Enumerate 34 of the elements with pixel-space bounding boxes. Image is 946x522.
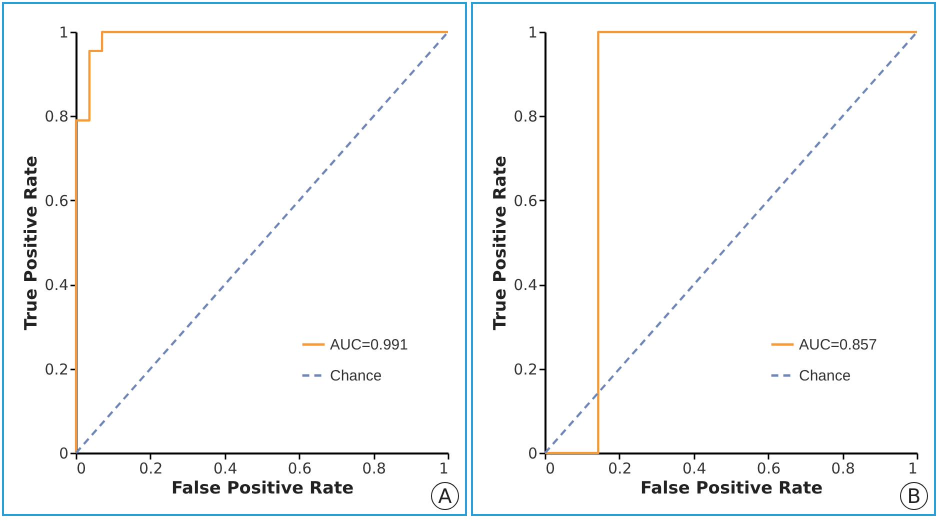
x-axis-title: False Positive Rate — [171, 478, 354, 498]
y-tick-label: 1 — [528, 24, 538, 42]
legend-label: Chance — [799, 368, 851, 384]
x-tick-label: 0.2 — [608, 460, 632, 478]
y-tick-label: 0.2 — [44, 360, 68, 378]
x-tick-label: 0.8 — [831, 460, 856, 478]
y-tick-label: 0.4 — [44, 276, 68, 294]
y-axis-title: True Positive Rate — [490, 156, 511, 330]
y-tick-label: 0.8 — [514, 108, 538, 126]
x-tick-label: 0 — [76, 460, 86, 478]
y-axis-title: True Positive Rate — [22, 156, 42, 330]
x-axis-title: False Positive Rate — [640, 478, 823, 498]
text: A — [431, 482, 459, 510]
y-tick-label: 0 — [58, 444, 68, 462]
x-tick-label: 0.2 — [138, 460, 163, 478]
x-tick-label: 0.6 — [288, 460, 312, 478]
x-tick-label: 0 — [546, 460, 556, 478]
legend-label: Chance — [330, 368, 382, 384]
y-tick-label: 1 — [58, 24, 68, 42]
y-tick-label: 0.8 — [44, 108, 68, 126]
y-tick-label: 0.2 — [514, 360, 538, 378]
x-tick-label: 0.6 — [756, 460, 781, 478]
y-tick-label: 0.4 — [514, 276, 538, 294]
y-tick-label: 0 — [528, 444, 538, 462]
x-tick-label: 0.8 — [362, 460, 386, 478]
y-tick-label: 0.6 — [514, 192, 538, 210]
x-tick-label: 1 — [438, 460, 448, 478]
x-tick-label: 1 — [908, 460, 918, 478]
x-tick-label: 0.4 — [682, 460, 706, 478]
legend-label: AUC=0.991 — [330, 336, 408, 354]
x-tick-label: 0.4 — [213, 460, 238, 478]
text: B — [900, 482, 928, 510]
legend-label: AUC=0.857 — [799, 336, 877, 354]
y-tick-label: 0.6 — [44, 192, 68, 210]
